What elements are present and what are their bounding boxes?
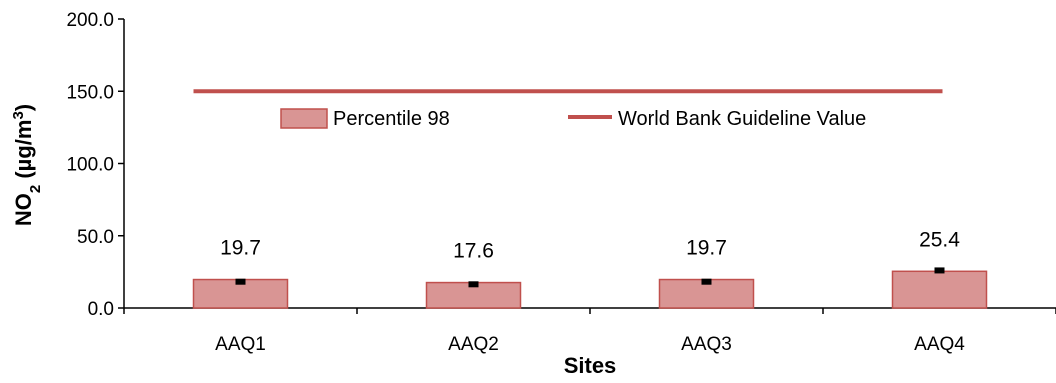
x-tick-label: AAQ4 xyxy=(914,334,965,355)
data-label: 25.4 xyxy=(919,228,960,251)
y-tick-label: 150.0 xyxy=(66,82,114,103)
legend-swatch-percentile xyxy=(280,108,328,129)
error-marker xyxy=(235,278,246,285)
x-tick-label: AAQ3 xyxy=(681,334,732,355)
bars xyxy=(192,267,988,309)
data-label: 19.7 xyxy=(220,237,261,260)
legend: Percentile 98 World Bank Guideline Value xyxy=(280,108,866,130)
y-axis-ticks: 0.0 50.0 100.0 150.0 200.0 xyxy=(66,10,124,320)
x-tick-label: AAQ1 xyxy=(215,334,266,355)
y-axis-title: NO2 (µg/m3) xyxy=(10,104,44,226)
x-axis-ticks: AAQ1 AAQ2 AAQ3 AAQ4 xyxy=(123,308,1056,355)
x-tick-label: AAQ2 xyxy=(448,334,499,355)
data-labels: 19.7 17.6 19.7 25.4 xyxy=(220,228,960,262)
axes xyxy=(123,19,1056,309)
error-marker xyxy=(468,281,479,288)
error-marker xyxy=(701,278,712,285)
data-label: 17.6 xyxy=(453,240,494,263)
y-tick-label: 50.0 xyxy=(77,227,114,248)
y-tick-label: 200.0 xyxy=(66,10,114,31)
legend-label-percentile: Percentile 98 xyxy=(333,108,450,130)
bar xyxy=(891,270,988,309)
y-tick-label: 100.0 xyxy=(66,155,114,176)
data-label: 19.7 xyxy=(686,237,727,260)
error-marker xyxy=(934,267,945,274)
x-axis-title: Sites xyxy=(564,353,617,378)
legend-label-guideline: World Bank Guideline Value xyxy=(618,108,866,130)
y-tick-label: 0.0 xyxy=(88,299,114,320)
